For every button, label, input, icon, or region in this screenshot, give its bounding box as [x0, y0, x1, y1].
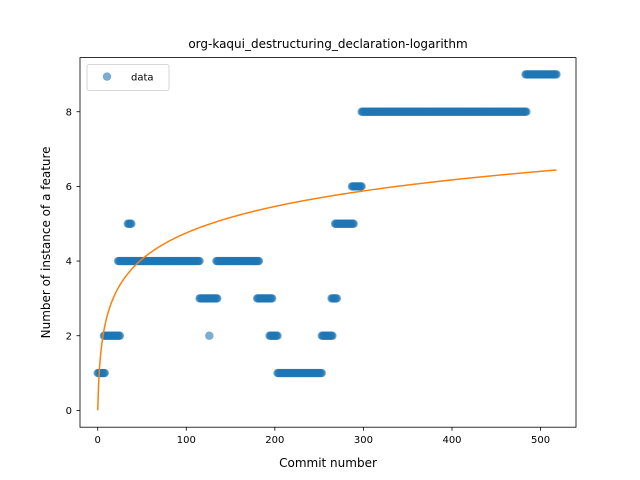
data-point [254, 256, 264, 266]
chart-title: org-kaqui_destructuring_declaration-loga… [188, 37, 467, 51]
y-axis-label: Number of instance of a feature [39, 146, 53, 338]
data-point [273, 331, 282, 340]
data-point [127, 219, 136, 228]
y-tick-label: 4 [66, 257, 72, 268]
data-point [213, 294, 222, 303]
data-point [328, 331, 337, 340]
data-point [100, 368, 110, 378]
x-tick-label: 500 [531, 435, 550, 446]
y-tick-label: 6 [66, 182, 72, 193]
data-point [349, 219, 358, 228]
data-point [522, 107, 531, 116]
data-point [552, 70, 561, 79]
y-axis-ticks: 0 2 4 6 8 [66, 107, 80, 417]
y-tick-label: 2 [66, 331, 72, 342]
x-tick-label: 0 [95, 435, 101, 446]
legend-box [86, 64, 170, 91]
legend: data [86, 64, 170, 91]
x-tick-label: 200 [265, 435, 284, 446]
data-point [268, 294, 277, 303]
y-tick-label: 8 [66, 107, 72, 118]
data-points [93, 70, 561, 378]
x-tick-label: 300 [354, 435, 373, 446]
plot-frame [79, 57, 577, 428]
data-point [115, 331, 125, 340]
data-point [332, 294, 342, 303]
plot-area [93, 70, 561, 411]
data-point [357, 182, 366, 191]
fit-line [96, 169, 557, 411]
data-point [317, 368, 326, 378]
data-point [195, 256, 204, 266]
legend-label: data [131, 73, 154, 84]
x-tick-label: 400 [442, 435, 461, 446]
y-tick-label: 0 [66, 406, 72, 417]
x-axis-label: Commit number [279, 456, 377, 470]
legend-marker [102, 72, 112, 81]
data-point [205, 331, 214, 340]
x-tick-label: 100 [177, 435, 196, 446]
x-axis-ticks: 0 100 200 300 400 500 [95, 427, 550, 446]
